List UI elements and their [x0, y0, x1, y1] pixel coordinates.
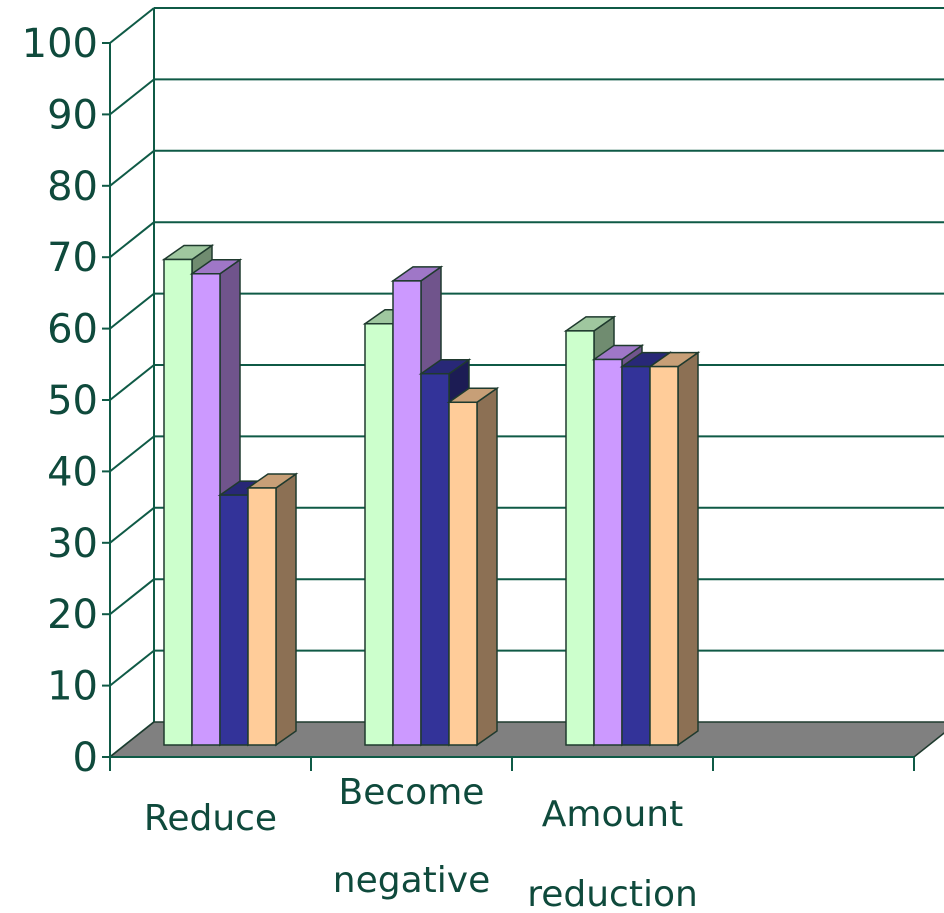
y-tick-label: 50: [47, 378, 98, 424]
bar-front: [364, 322, 394, 746]
y-tick-label: 90: [47, 92, 98, 138]
x-category-label: reduction: [527, 874, 698, 913]
bar-front: [247, 487, 277, 746]
y-tick-label: 80: [47, 164, 98, 210]
wall-connector: [109, 435, 155, 473]
bar-front: [163, 258, 193, 746]
y-tick-label: 0: [73, 735, 98, 781]
bar-front: [191, 273, 221, 746]
wall-connector: [109, 292, 155, 330]
bar-front: [593, 358, 623, 746]
wall-connector: [109, 578, 155, 615]
y-tick-label: 10: [47, 664, 98, 710]
wall-connector: [109, 649, 155, 687]
x-category-label: Reduce: [144, 798, 277, 839]
bar-front: [649, 365, 679, 746]
wall-connector: [109, 150, 155, 187]
x-category-label: Amount: [542, 794, 683, 835]
bar-side: [677, 351, 699, 747]
bar-front: [420, 372, 450, 746]
bar-front: [621, 365, 651, 746]
y-tick-label: 40: [47, 449, 98, 495]
x-category-label: Become: [339, 772, 485, 813]
bar-side: [275, 472, 297, 747]
wall-connector: [109, 7, 155, 44]
bar: [647, 351, 701, 747]
y-tick-label: 70: [47, 235, 98, 281]
y-tick-label: 20: [47, 592, 98, 638]
wall-connector: [109, 364, 155, 401]
y-tick-label: 30: [47, 521, 98, 567]
y-tick-label: 60: [47, 307, 98, 353]
bar-front: [448, 401, 478, 746]
category-labels: Reduce Become negative Amount reduction: [144, 772, 698, 913]
bar-side: [476, 386, 498, 747]
bar-front: [392, 280, 422, 746]
bar-front: [219, 494, 249, 746]
bars: [161, 244, 701, 747]
axes: [102, 42, 915, 771]
x-category-label: negative: [333, 860, 490, 901]
y-tick-labels: 0 10 20 30 40 50 60 70 80 90 100: [22, 21, 98, 781]
wall-connector: [109, 78, 155, 116]
y-tick-label: 100: [22, 21, 98, 67]
wall-connector: [109, 507, 155, 544]
bar: [446, 386, 500, 747]
bar-front: [565, 330, 595, 746]
bar: [245, 472, 299, 747]
wall-connector: [109, 221, 155, 258]
